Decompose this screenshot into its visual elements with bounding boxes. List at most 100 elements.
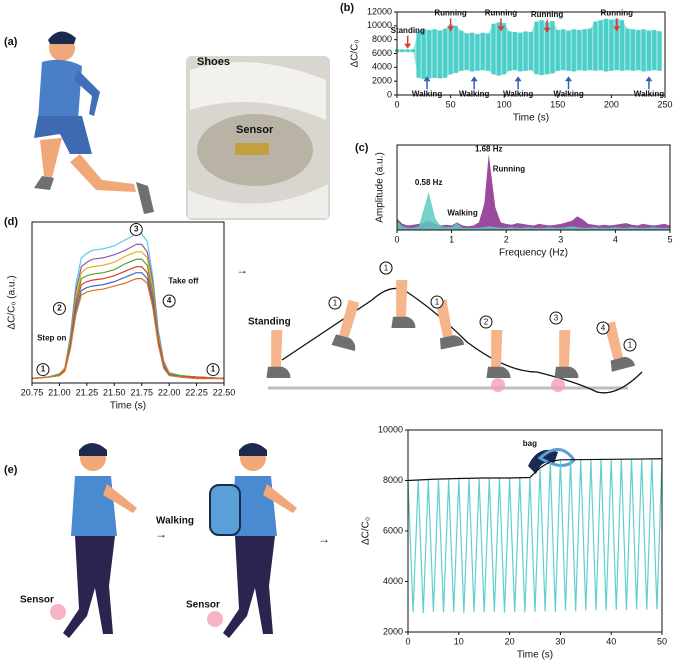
- x-tick-label: 0: [405, 636, 410, 646]
- runner: [34, 31, 154, 214]
- x-tick-label: 21.75: [130, 387, 153, 397]
- x-axis-label: Time (s): [517, 650, 553, 661]
- step-circle: [430, 295, 444, 309]
- annotation: Walking: [459, 89, 489, 98]
- annotation: 2: [57, 304, 62, 313]
- annotation: bag: [523, 439, 537, 448]
- spectrum-fill: [397, 154, 670, 230]
- y-axis-label: ΔC/C₀ (a.u.): [7, 275, 18, 329]
- x-tick-label: 40: [606, 636, 616, 646]
- x-tick-label: 250: [657, 99, 672, 109]
- annotation: Walking: [412, 89, 442, 98]
- annotation-circle: [129, 222, 143, 236]
- x-tick-label: 22.00: [158, 387, 181, 397]
- annotation: Running: [485, 8, 518, 17]
- y-tick-label: 6000: [372, 48, 392, 58]
- arrow-head: [613, 26, 621, 32]
- annotation-circle: [206, 363, 220, 377]
- walking-label: Walking: [156, 516, 194, 527]
- panel-label: (c): [355, 142, 369, 154]
- y-tick-label: 4000: [372, 62, 392, 72]
- step-number: 1: [628, 341, 633, 350]
- x-tick-label: 100: [497, 99, 512, 109]
- step-circle: [379, 261, 393, 275]
- y-tick-label: 6000: [383, 525, 403, 535]
- panel-label: (d): [4, 216, 18, 228]
- y-tick-label: 2000: [383, 626, 403, 636]
- annotation: Standing: [391, 26, 425, 35]
- step-circle: [328, 296, 342, 310]
- y-tick-label: 0: [387, 89, 392, 99]
- annotation: Running: [601, 8, 634, 17]
- x-tick-label: 50: [446, 99, 456, 109]
- gait-illustration: →: [236, 263, 643, 394]
- y-axis-label: ΔC/C₀: [361, 517, 372, 545]
- annotation: 1.68 Hz: [475, 145, 503, 154]
- x-tick-label: 22.25: [185, 387, 208, 397]
- annotation: Running: [434, 8, 467, 17]
- step-number: 3: [554, 314, 559, 323]
- x-tick-label: 150: [550, 99, 565, 109]
- step-number: 1: [435, 298, 440, 307]
- x-tick-label: 50: [657, 636, 667, 646]
- annotation: 1: [211, 365, 216, 374]
- shoe-photo: [186, 56, 330, 220]
- signal-line: [31, 278, 224, 380]
- x-tick-label: 20: [505, 636, 515, 646]
- arrow-head: [404, 43, 412, 49]
- signal-line: [407, 458, 663, 614]
- arrow-head: [514, 76, 522, 82]
- panel-label: (b): [340, 2, 354, 14]
- plot-frame: [407, 429, 663, 633]
- y-tick-label: 10000: [378, 424, 403, 434]
- arrow: →: [155, 527, 167, 541]
- arrow-head: [497, 26, 505, 32]
- annotation: 1: [41, 365, 46, 374]
- sensor-label: Sensor: [20, 595, 54, 606]
- signal-line: [31, 272, 224, 380]
- x-tick-label: 22.50: [213, 387, 236, 397]
- plot-frame: [396, 11, 666, 96]
- arrow-head: [645, 76, 653, 82]
- arrow-head: [447, 26, 455, 32]
- x-tick-label: 3: [558, 234, 563, 244]
- x-tick-label: 20.75: [21, 387, 44, 397]
- arrow-head: [423, 76, 431, 82]
- signal-line: [407, 458, 663, 482]
- annotation: Step on: [37, 333, 66, 342]
- step-number: 4: [601, 324, 606, 333]
- signal-line: [31, 251, 225, 380]
- arrow: →: [236, 263, 248, 277]
- x-tick-label: 2: [504, 234, 509, 244]
- annotation: Running: [531, 10, 564, 19]
- annotation: Walking: [553, 89, 583, 98]
- y-tick-label: 10000: [367, 20, 392, 30]
- x-tick-label: 5: [667, 234, 672, 244]
- annotation: Walking: [503, 89, 533, 98]
- plot-area: [31, 233, 225, 380]
- step-number: 1: [384, 264, 389, 273]
- annotation-circle: [162, 294, 176, 308]
- sensor-label: Sensor: [236, 124, 274, 136]
- y-tick-label: 4000: [383, 576, 403, 586]
- y-axis-label: Amplitude (a.u.): [375, 152, 386, 223]
- plot-area: [407, 458, 663, 614]
- step-circle: [596, 321, 610, 335]
- annotation: 0.58 Hz: [415, 178, 443, 187]
- y-tick-label: 2000: [372, 76, 392, 86]
- arrow: →: [318, 532, 330, 546]
- step-circle: [479, 315, 493, 329]
- x-axis-label: Time (s): [513, 113, 549, 124]
- annotation: 4: [167, 296, 172, 305]
- x-tick-label: 0: [394, 234, 399, 244]
- y-tick-label: 8000: [372, 34, 392, 44]
- x-tick-label: 21.50: [103, 387, 126, 397]
- plot-area: [397, 154, 670, 230]
- x-tick-label: 21.00: [48, 387, 71, 397]
- x-tick-label: 1: [449, 234, 454, 244]
- panel-label: (e): [4, 464, 18, 476]
- annotation: Take off: [168, 277, 198, 286]
- x-tick-label: 21.25: [76, 387, 99, 397]
- annotation: Walking: [634, 89, 664, 98]
